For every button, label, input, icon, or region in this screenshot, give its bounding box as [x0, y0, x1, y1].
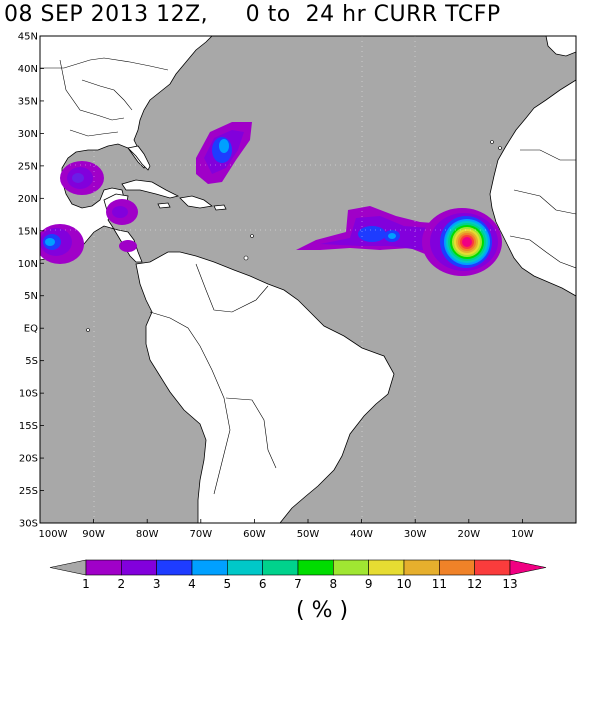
us-canada-border: [40, 57, 169, 71]
colorbar-segment: [156, 559, 193, 576]
lon-label: 10W: [511, 529, 534, 540]
north-america-land: [40, 36, 213, 263]
colorbar-segment: [262, 559, 299, 576]
bolivia-paraguay-border: [225, 397, 277, 469]
venezuela-brazil-border: [195, 263, 269, 313]
lat-label: EQ: [24, 324, 38, 335]
lat-label: 25S: [19, 486, 38, 497]
lon-label: 70W: [189, 529, 212, 540]
lat-label: 35N: [18, 96, 38, 107]
lat-label: 15S: [19, 421, 38, 432]
colorbar-label: 2: [118, 577, 126, 591]
us-state-borders-2: [81, 79, 133, 111]
us-mexico-border: [69, 129, 119, 137]
lat-label: 20S: [19, 454, 38, 465]
prob-area-bay-of-campeche: [106, 199, 138, 225]
colorbar-segment: [368, 559, 405, 576]
west-africa-border-2: [509, 235, 576, 269]
us-state-borders: [59, 59, 125, 121]
colorbar-segment: [191, 559, 228, 576]
colorbar-segment: [121, 559, 157, 576]
lat-label: 5N: [24, 291, 38, 302]
galapagos: [86, 328, 90, 332]
lon-label: 100W: [39, 529, 68, 540]
prob-area-bahamas-east: [196, 122, 252, 184]
colorbar-segment: [403, 559, 440, 576]
colorbar-label: 1: [82, 577, 90, 591]
west-africa-border: [513, 189, 576, 215]
lon-label: 30W: [404, 529, 427, 540]
cuba-land: [121, 179, 180, 199]
colorbar: 1 2 3 4 5 6 7 8 9 10 11 12 13: [49, 559, 547, 591]
south-america-land: [135, 251, 395, 523]
lat-label: 25N: [18, 161, 38, 172]
florida-land: [127, 145, 151, 171]
lat-label: 10S: [19, 389, 38, 400]
lat-label: 20N: [18, 194, 38, 205]
trinidad: [243, 255, 249, 261]
longitude-axis: 100W 90W 80W 70W 60W 50W 40W 30W 20W 10W: [39, 519, 534, 540]
colorbar-label: 5: [224, 577, 232, 591]
colorbar-label: 4: [188, 577, 196, 591]
land-layer: [40, 36, 576, 523]
iberia-land: [545, 36, 576, 57]
prob-area-west-caribbean: [119, 240, 137, 252]
lat-label: 40N: [18, 64, 38, 75]
jamaica-land: [157, 202, 171, 209]
colorbar-segment: [333, 559, 369, 576]
colorbar-label: 6: [259, 577, 267, 591]
colorbar-label: 8: [330, 577, 338, 591]
colorbar-label: 13: [502, 577, 517, 591]
lon-label: 40W: [350, 529, 373, 540]
lesser-antilles: [250, 234, 254, 238]
lon-label: 90W: [82, 529, 105, 540]
political-borders: [40, 57, 576, 495]
lat-label: 30N: [18, 129, 38, 140]
grid-lines: [40, 36, 576, 523]
colorbar-segment: [474, 559, 511, 576]
canary-islands: [490, 140, 494, 144]
colorbar-units: ( % ): [296, 598, 349, 623]
prob-area-eastern-atlantic: [422, 208, 502, 276]
lat-label: 30S: [19, 519, 38, 530]
lon-label: 20W: [457, 529, 480, 540]
lat-label: 45N: [18, 32, 38, 43]
colorbar-label: 3: [153, 577, 161, 591]
hispaniola-land: [179, 195, 213, 209]
map-title: 08 SEP 2013 12Z, 0 to 24 hr CURR TCFP: [4, 2, 501, 27]
latitude-axis: 45N 40N 35N 30N 25N 20N 15N 10N 5N EQ 5S 10S 15S 20S 2…: [18, 32, 44, 530]
prob-area-gulf-of-mexico: [60, 161, 104, 195]
lat-label: 5S: [25, 356, 38, 367]
colorbar-label: 12: [467, 577, 482, 591]
colorbar-label: 7: [294, 577, 302, 591]
puerto-rico-land: [213, 204, 227, 211]
colorbar-label: 10: [396, 577, 411, 591]
andes-borders: [149, 311, 231, 495]
africa-land: [489, 79, 576, 297]
colorbar-label: 11: [432, 577, 447, 591]
colorbar-segment: [227, 559, 263, 576]
lon-label: 60W: [243, 529, 266, 540]
canary-islands-2: [498, 146, 502, 150]
colorbar-segment: [85, 559, 122, 576]
prob-area-east-pacific: [40, 224, 84, 264]
lon-label: 80W: [136, 529, 159, 540]
north-africa-border: [520, 149, 576, 161]
lat-label: 10N: [18, 259, 38, 270]
colorbar-segment: [439, 559, 475, 576]
colorbar-over-triangle: [509, 559, 547, 576]
colorbar-segment: [297, 559, 334, 576]
lat-label: 15N: [18, 226, 38, 237]
lon-label: 50W: [297, 529, 320, 540]
colorbar-label: 9: [365, 577, 373, 591]
probability-layer: [40, 122, 502, 276]
colorbar-under-triangle: [49, 559, 87, 576]
